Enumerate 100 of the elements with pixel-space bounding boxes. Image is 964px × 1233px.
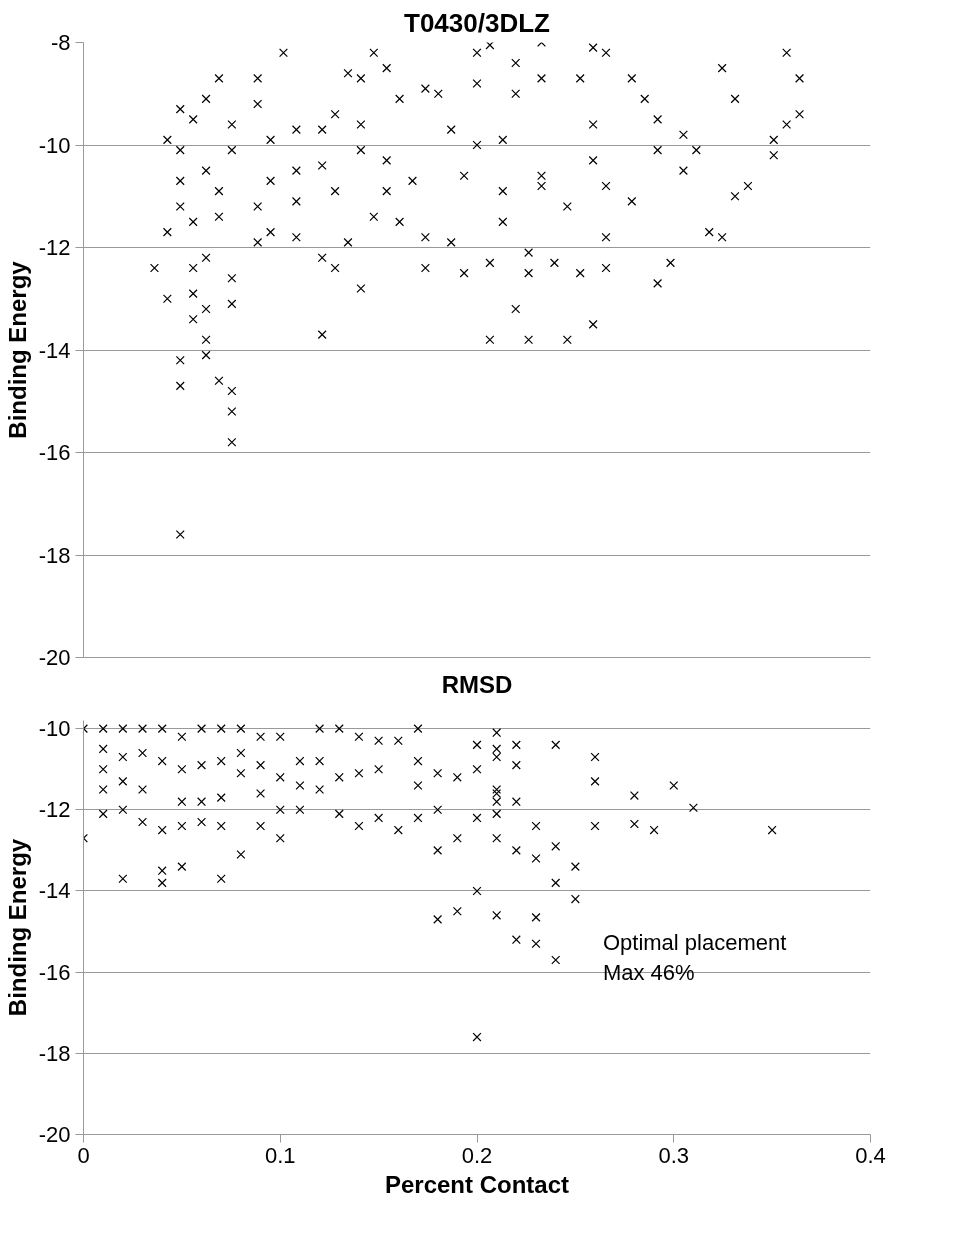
point: [730, 94, 740, 104]
point: [666, 258, 676, 268]
point: [420, 84, 430, 94]
point: [188, 314, 198, 324]
point: [266, 135, 276, 145]
point: [640, 94, 650, 104]
point: [317, 125, 327, 135]
point: [201, 304, 211, 314]
point: [175, 104, 185, 114]
point: [382, 155, 392, 165]
point: [395, 217, 405, 227]
point: [266, 176, 276, 186]
point: [408, 176, 417, 186]
y-axis-title: Binding Energy: [3, 838, 31, 1017]
point: [678, 166, 688, 176]
point: [214, 212, 224, 222]
point: [227, 273, 237, 283]
point: [420, 232, 430, 242]
point: [524, 268, 534, 278]
point: [227, 437, 237, 447]
y-tick-label: -16: [38, 440, 71, 465]
point: [601, 48, 611, 58]
point: [627, 73, 637, 83]
point: [769, 135, 779, 145]
point: [678, 130, 688, 140]
point: [175, 530, 185, 539]
point: [369, 212, 379, 222]
point: [472, 48, 482, 58]
x-axis-title: Percent Contact: [384, 1170, 570, 1198]
point: [653, 145, 663, 155]
point: [227, 145, 237, 155]
y-tick-label: -12: [38, 235, 71, 260]
point: [782, 48, 792, 58]
point: [162, 227, 172, 237]
point: [382, 63, 392, 73]
point: [330, 109, 340, 119]
point: [201, 253, 211, 263]
x-tick-label: 0.3: [658, 1142, 690, 1168]
point: [214, 376, 224, 386]
point: [382, 186, 392, 196]
x-tick-label: 0: [77, 1142, 90, 1168]
point: [459, 171, 469, 181]
point: [317, 253, 327, 263]
point: [769, 150, 779, 160]
point: [562, 202, 572, 211]
point: [511, 304, 521, 314]
point: [498, 217, 508, 227]
y-tick-label: -20: [38, 645, 71, 670]
point: [562, 335, 572, 345]
point: [575, 268, 585, 278]
point: [704, 227, 714, 237]
point: [201, 350, 211, 360]
point: [795, 109, 805, 119]
point: [743, 181, 753, 191]
point: [498, 186, 508, 196]
point: [459, 268, 469, 278]
point: [795, 73, 805, 83]
point: [175, 176, 185, 186]
point: [291, 125, 301, 135]
y-tick-label: -18: [38, 542, 71, 568]
point: [253, 237, 263, 247]
point: [653, 114, 663, 124]
point: [343, 237, 353, 247]
point: [485, 258, 495, 268]
point: [227, 120, 237, 129]
point: [588, 43, 598, 53]
y-tick-label: -10: [38, 716, 71, 742]
point: [356, 120, 366, 129]
point: [201, 166, 211, 176]
point: [175, 145, 185, 155]
point: [782, 120, 792, 129]
y-tick-label: -20: [38, 1122, 71, 1147]
point: [433, 89, 443, 99]
point: [253, 99, 263, 109]
point: [227, 386, 237, 396]
y-tick-label: -10: [38, 132, 71, 158]
y-tick-label: -8: [50, 30, 71, 55]
point: [227, 299, 237, 309]
point: [395, 94, 405, 104]
point: [472, 79, 482, 88]
point: [485, 335, 495, 345]
point: [188, 217, 198, 227]
point: [149, 263, 159, 273]
point: [175, 355, 185, 365]
point: [356, 73, 366, 83]
point: [691, 145, 701, 155]
x-axis-title: RMSD: [441, 670, 513, 698]
y-tick-label: -18: [38, 1040, 71, 1066]
point: [188, 289, 198, 299]
point: [369, 48, 379, 58]
y-axis-title: Binding Energy: [3, 260, 31, 439]
y-tick-label: -14: [38, 878, 71, 904]
point: [253, 73, 263, 83]
point: [588, 155, 598, 165]
point: [653, 278, 663, 288]
y-tick-label: -14: [38, 337, 71, 363]
point: [717, 63, 727, 73]
point: [627, 196, 637, 206]
point: [330, 263, 340, 273]
point: [227, 407, 237, 416]
